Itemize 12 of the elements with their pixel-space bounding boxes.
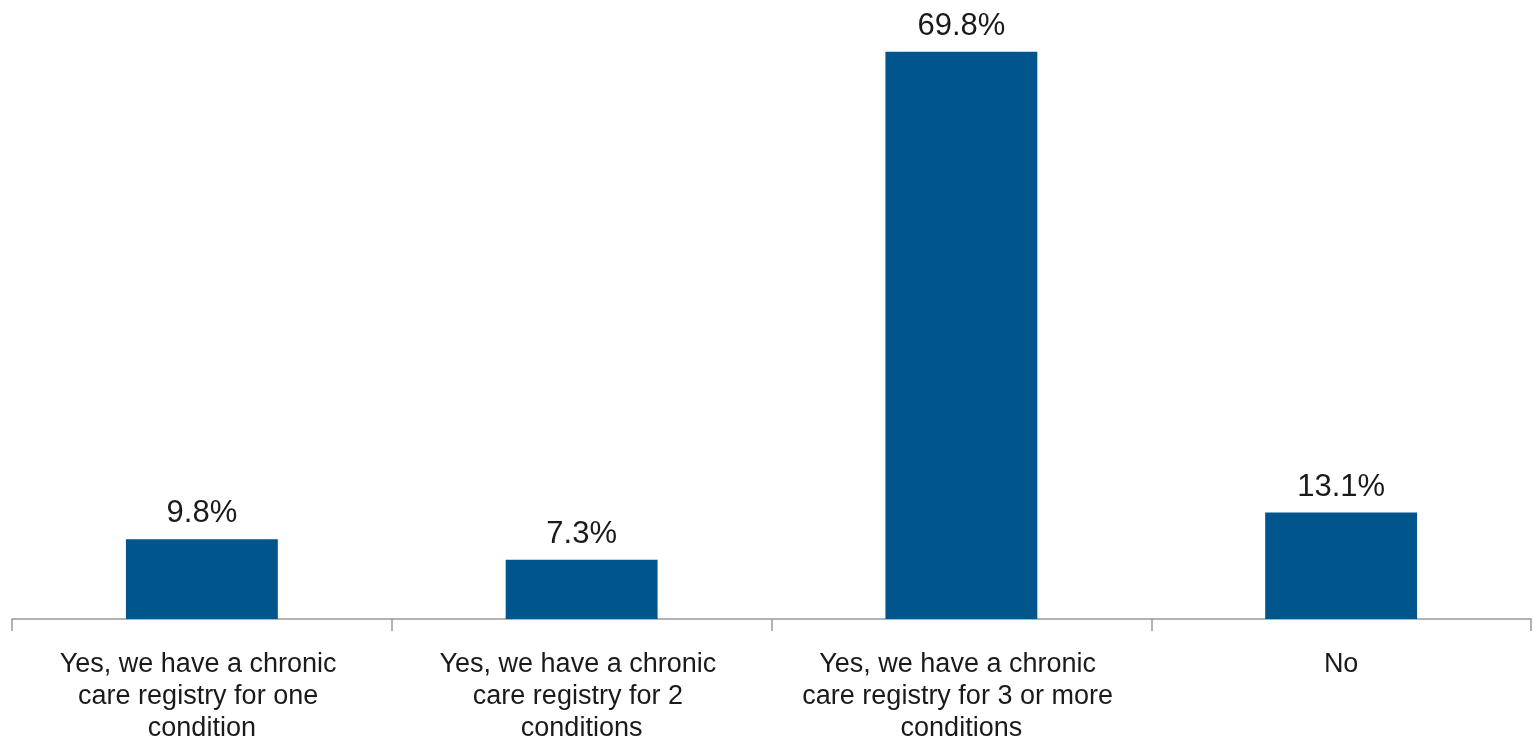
bar (505, 559, 658, 619)
data-label: 13.1% (1297, 467, 1386, 503)
bar (885, 51, 1038, 619)
data-label: 9.8% (166, 494, 238, 530)
x-tick-label: Yes, we have a chronic care registry for one condition (59, 648, 344, 742)
x-tick-label: No (1323, 648, 1359, 678)
bar (125, 539, 278, 619)
data-label: 7.3% (546, 514, 617, 550)
data-label: 69.8% (917, 6, 1006, 42)
bar (1265, 512, 1418, 619)
x-tick-label: Yes, we have a chronic care registry for 3 or more conditions (802, 648, 1121, 742)
x-tick-label: Yes, we have a chronic care registry for 2 conditions (439, 648, 724, 742)
